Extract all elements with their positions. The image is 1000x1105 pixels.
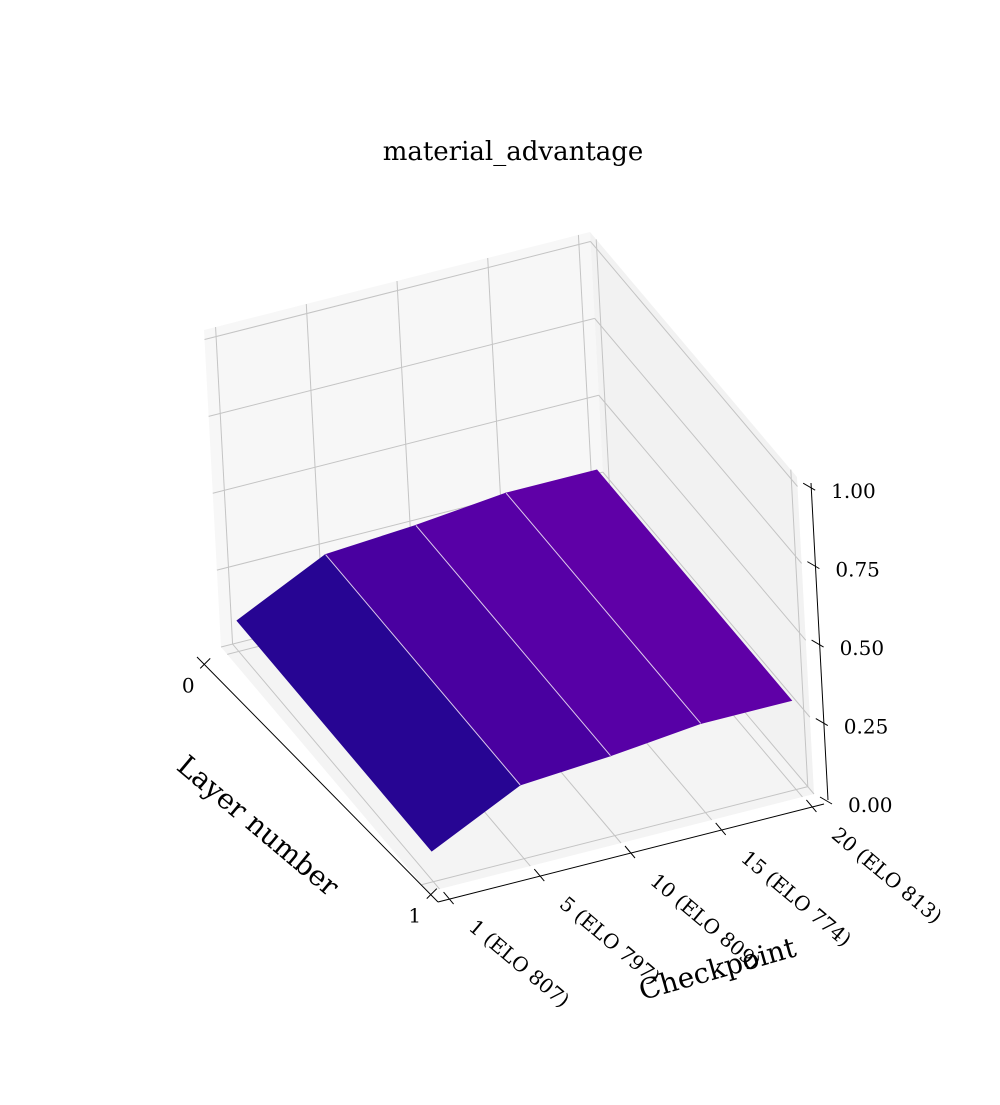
z-tick (819, 796, 833, 805)
x-tick (624, 845, 636, 859)
z-tick (811, 639, 824, 648)
chart-title: material_advantage (383, 137, 644, 167)
grid-line (215, 327, 234, 645)
side-pane (590, 232, 814, 794)
z-axis-line (810, 482, 829, 801)
z-tick-label: 0.25 (844, 715, 889, 739)
grid-line (790, 469, 809, 787)
y-axis-line (196, 656, 439, 903)
x-tick (443, 891, 454, 905)
z-tick (807, 561, 820, 570)
surface-edge (415, 525, 611, 757)
z-tick-label: 1.00 (831, 479, 876, 503)
grid-line (598, 394, 807, 641)
grid-line (208, 317, 595, 417)
z-tick (815, 718, 829, 726)
grid-line (594, 318, 803, 564)
surface-edge (325, 554, 521, 786)
grid-line (232, 643, 440, 890)
surface (236, 469, 793, 852)
x-tick (715, 822, 727, 836)
grid-line (602, 471, 811, 718)
y-tick (426, 888, 438, 900)
y-axis-label: Layer number (171, 749, 346, 904)
grid-line (590, 241, 798, 487)
z-tick-label: 0.50 (840, 636, 885, 660)
grid-line (421, 786, 808, 886)
x-tick (806, 799, 817, 813)
y-tick-label: 0 (182, 673, 195, 697)
y-tick-label: 1 (408, 904, 421, 928)
z-tick-label: 0.00 (848, 793, 893, 817)
z-tick (802, 482, 816, 491)
x-tick-label: 15 (ELO 774) (736, 845, 856, 951)
z-tick-label: 0.75 (835, 558, 880, 582)
x-tick-label: 1 (ELO 807) (464, 915, 574, 1013)
grid-line (212, 394, 599, 494)
surface-edge (505, 492, 702, 724)
grid-line (204, 241, 591, 340)
x-tick (533, 868, 545, 882)
x-tick-label: 20 (ELO 813) (827, 822, 947, 928)
y-tick (199, 657, 211, 669)
